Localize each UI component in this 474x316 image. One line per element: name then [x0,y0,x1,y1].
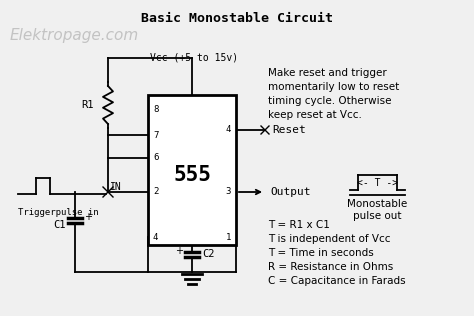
Text: 6: 6 [153,154,158,162]
Text: +: + [175,246,183,256]
Text: 555: 555 [173,165,211,185]
Text: R1: R1 [82,100,94,110]
Text: T = R1 x C1: T = R1 x C1 [268,220,330,230]
Text: Monostable
pulse out: Monostable pulse out [347,199,408,222]
Text: Elektropage.com: Elektropage.com [10,28,139,43]
Text: C2: C2 [202,249,215,259]
Text: Triggerpulse in: Triggerpulse in [18,208,99,217]
Text: +: + [84,212,92,222]
Text: C = Capacitance in Farads: C = Capacitance in Farads [268,276,406,286]
Text: Output: Output [270,187,310,197]
Text: 3: 3 [226,187,231,197]
Text: 7: 7 [153,131,158,139]
Text: Vcc (+5 to 15v): Vcc (+5 to 15v) [150,52,238,62]
Text: T = Time in seconds: T = Time in seconds [268,248,374,258]
Text: 4: 4 [226,125,231,135]
Text: Make reset and trigger
momentarily low to reset
timing cycle. Otherwise
keep res: Make reset and trigger momentarily low t… [268,68,399,120]
Text: 1: 1 [226,233,231,241]
Text: IN: IN [110,182,122,192]
Text: 8: 8 [153,106,158,114]
Text: T is independent of Vcc: T is independent of Vcc [268,234,391,244]
Text: 4: 4 [153,233,158,241]
Text: R = Resistance in Ohms: R = Resistance in Ohms [268,262,393,272]
Text: Reset: Reset [272,125,306,135]
Text: 2: 2 [153,187,158,197]
Text: <- T ->: <- T -> [357,178,398,188]
Text: C1: C1 [54,220,66,230]
Bar [148,95,236,245]
Text: Basic Monostable Circuit: Basic Monostable Circuit [141,12,333,25]
